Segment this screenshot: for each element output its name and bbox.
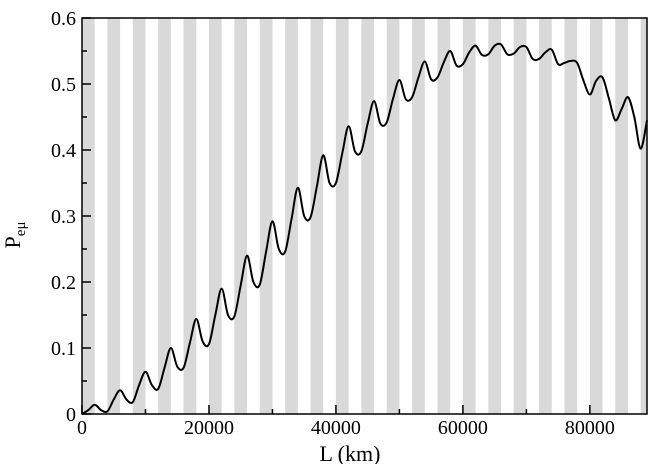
background-band-22 (640, 18, 647, 414)
background-band-16 (488, 18, 501, 414)
probability-curve (81, 42, 648, 415)
background-band-3 (158, 18, 171, 414)
y-tick-label: 0.4 (51, 140, 76, 162)
y-axis-label-subscript: eμ (13, 222, 29, 237)
background-band-4 (183, 18, 197, 414)
background-band-13 (412, 18, 425, 414)
background-band-9 (310, 18, 324, 414)
background-band-18 (539, 18, 552, 414)
x-tick-label: 20000 (184, 417, 234, 439)
background-band-1 (107, 18, 121, 414)
background-band-20 (589, 18, 603, 414)
background-band-19 (564, 18, 578, 414)
x-tick-label: 0 (77, 417, 87, 439)
background-band-14 (437, 18, 451, 414)
x-tick-label: 40000 (311, 417, 361, 439)
x-axis-label: L (km) (320, 441, 381, 464)
y-tick-label: 0.5 (51, 74, 76, 96)
y-tick-label: 0.3 (51, 206, 76, 228)
x-tick-label: 80000 (565, 417, 615, 439)
background-band-7 (259, 18, 273, 414)
y-axis-label: Peμ (0, 222, 29, 249)
y-axis-label-main: P (0, 236, 25, 248)
x-tick-label: 60000 (438, 417, 488, 439)
background-band-2 (132, 18, 146, 414)
background-band-12 (386, 18, 400, 414)
y-tick-label: 0.1 (51, 338, 76, 360)
x-axis: 0 20000 40000 60000 80000 (77, 405, 615, 439)
y-tick-label: 0.2 (51, 272, 76, 294)
background-band-17 (513, 18, 527, 414)
background-band-11 (361, 18, 375, 414)
y-tick-label: 0 (66, 404, 76, 426)
y-axis: 0 0.1 0.2 0.3 0.4 0.5 0.6 (51, 8, 91, 426)
background-band-6 (234, 18, 248, 414)
y-tick-label: 0.6 (51, 8, 76, 30)
background-bands (82, 18, 647, 414)
background-band-15 (462, 18, 476, 414)
background-band-10 (335, 18, 349, 414)
background-band-5 (208, 18, 222, 414)
curve-layer (81, 42, 648, 415)
background-band-21 (615, 18, 628, 414)
